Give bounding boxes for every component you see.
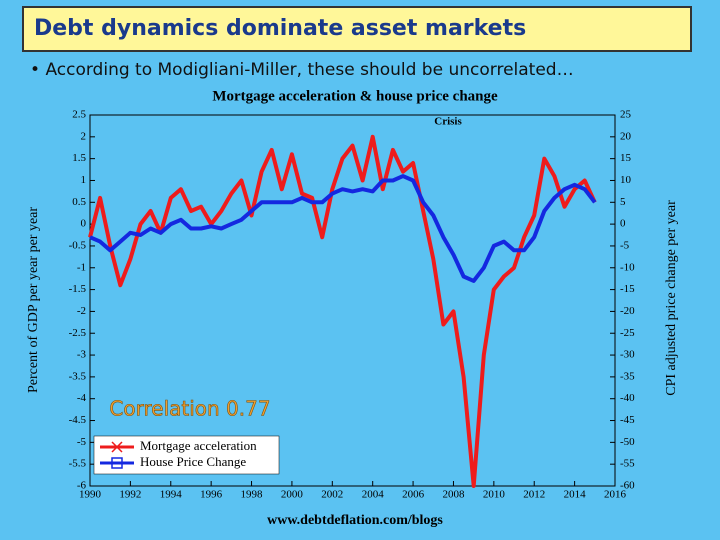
y-tick-label: -5.5: [69, 458, 87, 470]
series-line: [89, 174, 597, 283]
y-tick-label: -4.5: [69, 414, 87, 426]
y2-tick-label: 10: [620, 174, 632, 186]
x-tick-label: 1998: [241, 489, 264, 501]
y2-tick-label: -45: [620, 414, 635, 426]
y2-tick-label: -20: [620, 305, 635, 317]
bullet-text: According to Modigliani-Miller, these sh…: [45, 60, 574, 80]
slide-title: Debt dynamics dominate asset markets: [22, 6, 692, 52]
source: www.debtdeflation.com/blogs: [267, 513, 443, 528]
y-tick-label: -4: [77, 392, 87, 404]
y-tick-label: 2: [81, 130, 87, 142]
y-tick-label: -2: [77, 305, 86, 317]
legend-marker: [111, 441, 123, 453]
y2-tick-label: 5: [620, 196, 626, 208]
y2-tick-label: -25: [620, 327, 635, 339]
y2-tick-label: -15: [620, 283, 635, 295]
y-tick-label: -1.5: [69, 283, 87, 295]
x-tick-label: 1996: [200, 489, 223, 501]
annotation: Crisis: [434, 116, 462, 128]
bullet: • According to Modigliani-Miller, these …: [30, 60, 574, 80]
x-tick-label: 2012: [523, 489, 545, 501]
y-tick-label: 1: [81, 174, 87, 186]
y2-tick-label: 25: [620, 109, 632, 121]
y-axis-label: Percent of GDP per year per year: [26, 207, 41, 393]
x-tick-label: 2010: [483, 489, 506, 501]
x-tick-label: 2008: [442, 489, 465, 501]
y2-tick-label: -55: [620, 458, 635, 470]
x-tick-label: 2016: [604, 489, 627, 501]
y-tick-label: -5: [77, 436, 87, 448]
y2-axis-label: CPI adjusted price change per year: [664, 200, 679, 396]
y2-tick-label: -30: [620, 349, 635, 361]
y2-tick-label: 20: [620, 130, 632, 142]
y2-tick-label: -35: [620, 370, 635, 382]
y-tick-label: 1.5: [72, 152, 86, 164]
x-tick-label: 1994: [160, 489, 183, 501]
legend-box: [93, 435, 280, 475]
legend-label: Mortgage acceleration: [140, 438, 257, 453]
y-tick-label: 0.5: [72, 196, 86, 208]
y2-tick-label: -60: [620, 480, 635, 492]
y2-tick-label: -50: [620, 436, 635, 448]
y-tick-label: -0.5: [69, 239, 87, 251]
y-tick-label: -3: [77, 349, 87, 361]
x-tick-label: 2006: [402, 489, 425, 501]
series-line: [88, 134, 597, 488]
y2-tick-label: -5: [620, 239, 630, 251]
x-tick-label: 1990: [79, 489, 102, 501]
annotation: Correlation 0.77: [109, 397, 270, 421]
y2-tick-label: 0: [620, 218, 626, 230]
chart-title: Mortgage acceleration & house price chan…: [212, 88, 498, 104]
x-tick-label: 2000: [281, 489, 304, 501]
y2-tick-label: 15: [620, 152, 632, 164]
x-tick-label: 2002: [321, 489, 343, 501]
x-tick-label: 2014: [564, 489, 587, 501]
legend-marker: [111, 457, 123, 469]
y-tick-label: 2.5: [72, 109, 86, 121]
legend-label: House Price Change: [140, 454, 246, 469]
x-tick-label: 1992: [119, 489, 141, 501]
y-tick-label: -3.5: [69, 370, 87, 382]
y2-tick-label: -10: [620, 261, 635, 273]
y-tick-label: -2.5: [69, 327, 87, 339]
y-tick-label: -1: [77, 261, 86, 273]
y-tick-label: 0: [81, 218, 87, 230]
plot-frame: [89, 114, 616, 487]
x-tick-label: 2004: [362, 489, 385, 501]
y-tick-label: -6: [77, 480, 87, 492]
y2-tick-label: -40: [620, 392, 635, 404]
